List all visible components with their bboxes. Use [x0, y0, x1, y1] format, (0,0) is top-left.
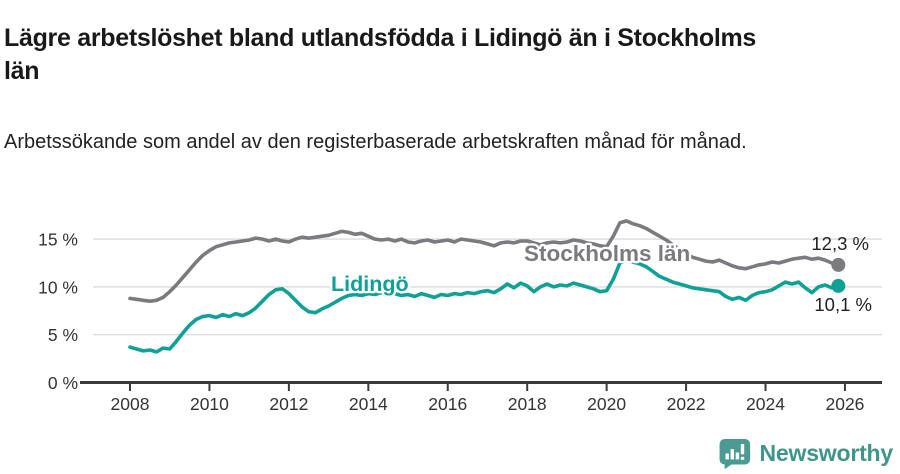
- series-end-dot-1: [831, 278, 846, 293]
- chart-title: Lägre arbetslöshet bland utlandsfödda i …: [4, 23, 757, 86]
- x-tick-label-2010: 2010: [190, 394, 229, 414]
- series-label-0: Stockholms län: [524, 241, 690, 266]
- y-tick-label-15: 15 %: [38, 230, 78, 250]
- series-end-label-1: 10,1 %: [814, 294, 872, 315]
- x-tick-label-2008: 2008: [111, 394, 150, 414]
- chart-subtitle: Arbetssökande som andel av den registerb…: [4, 131, 747, 153]
- series-end-dot-0: [831, 257, 846, 272]
- x-tick-label-2012: 2012: [269, 394, 308, 414]
- x-tick-label-2026: 2026: [825, 394, 864, 414]
- newsworthy-chart-bubble-icon: [719, 438, 750, 469]
- x-tick-label-2014: 2014: [349, 394, 388, 414]
- y-tick-label-5: 5 %: [48, 325, 78, 345]
- x-tick-label-2020: 2020: [587, 394, 626, 414]
- series-line-1: [128, 258, 841, 354]
- series-label-1: Lidingö: [331, 272, 409, 296]
- x-tick-label-2018: 2018: [508, 394, 547, 414]
- y-tick-label-0: 0 %: [48, 373, 78, 393]
- newsworthy-logo[interactable]: Newsworthy: [717, 437, 893, 469]
- x-tick-label-2016: 2016: [428, 394, 467, 414]
- brand-name: Newsworthy: [759, 439, 894, 466]
- x-tick-label-2022: 2022: [667, 394, 706, 414]
- series-end-label-0: 12,3 %: [811, 233, 869, 254]
- x-tick-label-2024: 2024: [746, 394, 785, 414]
- series-line-0: [128, 219, 841, 304]
- y-tick-label-10: 10 %: [38, 277, 78, 297]
